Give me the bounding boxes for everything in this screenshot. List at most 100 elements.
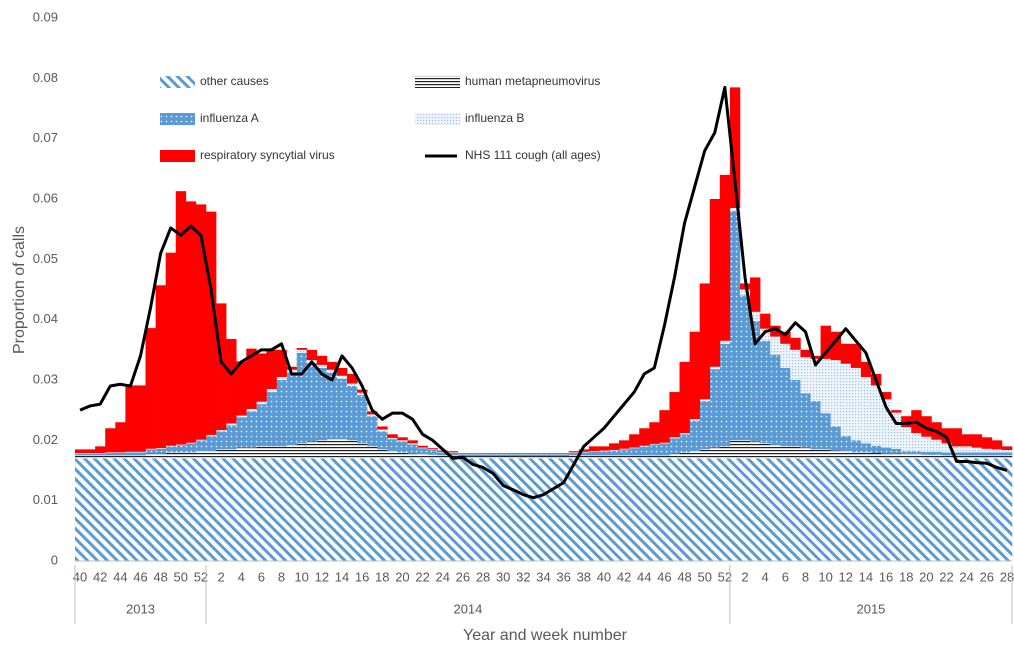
bar-segment: [407, 444, 418, 454]
bar-segment: [276, 380, 287, 447]
bar-segment: [347, 440, 358, 459]
bar-segment: [840, 458, 852, 561]
bar-segment: [1001, 455, 1013, 459]
bar-segment: [608, 450, 620, 456]
bar-segment: [518, 456, 529, 459]
bar-segment: [498, 458, 509, 561]
bar-segment: [175, 445, 187, 453]
bar-segment: [326, 458, 338, 561]
bar-segment: [901, 454, 912, 459]
bar-segment: [528, 456, 539, 459]
bar-segment: [679, 434, 690, 453]
x-tick-label: 8: [278, 569, 285, 584]
bar-segment: [961, 458, 972, 561]
bar-segment: [991, 452, 1003, 456]
bar-segment: [578, 455, 590, 459]
bar-segment: [226, 425, 237, 450]
bar-segment: [891, 453, 902, 459]
bar-segment: [216, 303, 227, 431]
bar-segment: [931, 454, 942, 459]
bar-segment: [508, 456, 519, 459]
bar-segment: [95, 455, 106, 459]
bar-segment: [397, 441, 408, 453]
bar-segment: [407, 453, 418, 459]
bar-segment: [911, 433, 922, 452]
bar-segment: [608, 455, 620, 459]
bar-segment: [588, 451, 600, 456]
bar-segment: [739, 289, 751, 296]
bar-segment: [347, 383, 358, 387]
bar-segment: [296, 443, 308, 459]
x-tick-label: 14: [335, 569, 349, 584]
bar-segment: [840, 451, 852, 459]
bar-segment: [850, 452, 862, 459]
bar-segment: [860, 361, 872, 377]
bar-segment: [95, 453, 106, 454]
bar-segment: [145, 458, 156, 561]
bar-segment: [941, 455, 952, 459]
bar-segment: [739, 295, 751, 441]
bar-segment: [357, 458, 368, 561]
bar-segment: [870, 453, 882, 459]
bar-segment: [306, 441, 318, 459]
bar-segment: [336, 458, 348, 561]
bar-segment: [437, 458, 449, 561]
bar-segment: [790, 458, 801, 561]
bar-segment: [397, 452, 408, 459]
bar-segment: [870, 458, 882, 561]
bar-segment: [981, 455, 993, 459]
bar-segment: [135, 451, 146, 453]
bar-segment: [226, 458, 237, 561]
bar-segment: [790, 380, 801, 447]
line-series: [79, 85, 1008, 500]
bar-segment: [669, 437, 680, 439]
bar-segment: [659, 443, 670, 456]
bar-segment: [377, 429, 388, 432]
bar-segment: [125, 452, 136, 456]
bar-segment: [971, 452, 983, 456]
bar-segment: [558, 456, 569, 459]
bar-segment: [820, 358, 831, 414]
bar-segment: [588, 458, 600, 561]
y-tick-label: 0.04: [33, 311, 58, 326]
bar-segment: [649, 422, 660, 444]
x-tick-label: 18: [899, 569, 913, 584]
bar-segment: [236, 361, 247, 416]
bar-segment: [488, 456, 499, 459]
bar-segment: [326, 369, 338, 373]
bar-segment: [256, 401, 267, 405]
bar-segment: [991, 449, 1003, 453]
x-tick-label: 44: [113, 569, 127, 584]
bar-segment: [578, 458, 590, 561]
bar-segment: [336, 375, 348, 379]
bar-segment: [810, 449, 821, 459]
bar-segment: [155, 458, 166, 561]
x-tick-label: 30: [496, 569, 510, 584]
bar-segment: [417, 448, 428, 455]
x-tick-label: 42: [617, 569, 631, 584]
bar-segment: [770, 458, 781, 561]
bar-segment: [155, 453, 166, 459]
bar-segment: [276, 458, 287, 561]
bar-segment: [407, 458, 418, 561]
bar-segment: [840, 343, 852, 364]
bar-segment: [558, 458, 569, 561]
bar-segment: [467, 453, 479, 455]
bar-segment: [488, 458, 499, 561]
bar-segment: [830, 331, 842, 361]
bar-segment: [175, 458, 187, 561]
bar-segment: [991, 440, 1003, 450]
bar-segment: [457, 454, 469, 457]
legend-label: influenza B: [465, 111, 524, 125]
bar-segment: [417, 445, 428, 448]
bar-segment: [125, 385, 136, 452]
y-tick-label: 0.02: [33, 432, 58, 447]
bar-segment: [165, 458, 177, 561]
bar-segment: [246, 447, 257, 459]
bar-segment: [447, 458, 459, 561]
bar-segment: [911, 454, 922, 459]
bar-segment: [810, 401, 821, 450]
x-tick-label: 16: [879, 569, 893, 584]
bar-segment: [357, 389, 368, 393]
bar-segment: [216, 449, 227, 459]
